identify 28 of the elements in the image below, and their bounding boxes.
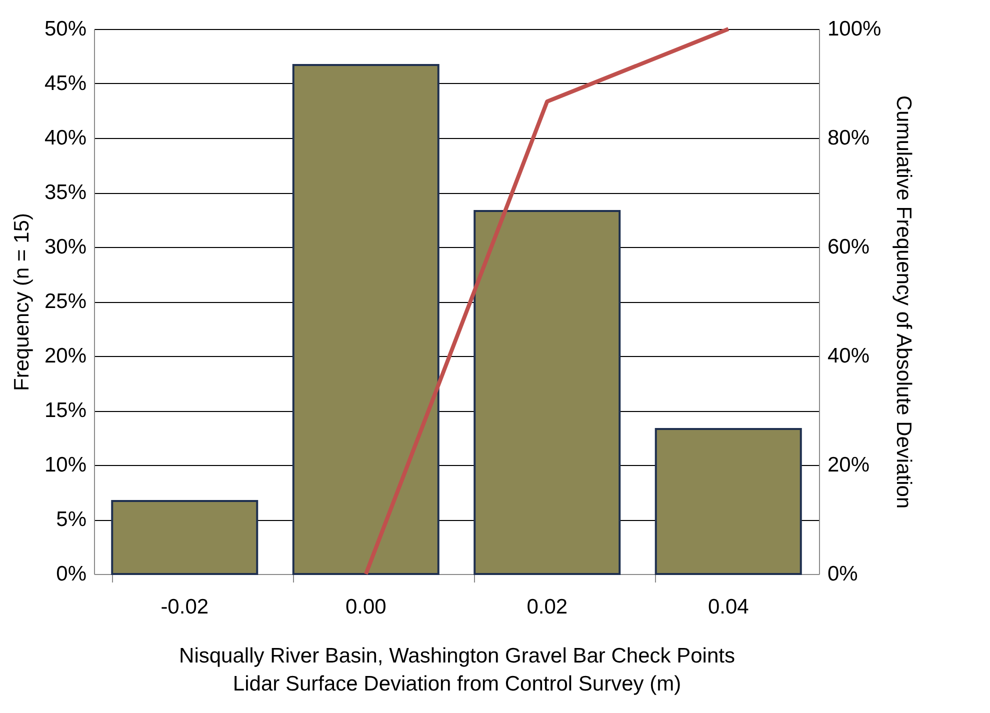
x-axis-title: Nisqually River Basin, Washington Gravel Bar Check Points Lidar Surface Deviation from Control Survey (m) <box>179 644 735 696</box>
y2-tick-label: 40% <box>828 344 870 368</box>
y-tick-label: 0% <box>56 562 86 586</box>
y-axis-title: Frequency (n = 15) <box>10 212 34 392</box>
y-tick-label: 30% <box>44 236 86 258</box>
x-tick-label: 0.00 <box>345 596 386 618</box>
y-tick-label: 10% <box>44 454 86 476</box>
bar <box>292 64 440 575</box>
x-tick-label: 0.02 <box>526 596 568 618</box>
x-tick-label: -0.02 <box>160 596 209 618</box>
bar <box>474 210 621 575</box>
y-tick-label: 5% <box>56 508 86 531</box>
y-tick-label: 20% <box>44 344 86 368</box>
y-tick-label: 25% <box>44 290 86 313</box>
bar <box>654 428 802 575</box>
x-tick-label: 0.04 <box>708 596 750 618</box>
bar <box>111 500 258 575</box>
y2-tick-label: 100% <box>828 18 882 40</box>
y2-tick-label: 0% <box>828 562 858 586</box>
y-tick-label: 15% <box>44 399 86 422</box>
y2-axis-title: Cumulative Frequency of Absolute Deviation <box>892 95 916 509</box>
y2-tick-label: 80% <box>828 126 870 150</box>
y-tick-label: 45% <box>44 72 86 95</box>
y-tick-label: 35% <box>44 181 86 204</box>
y-tick-label: 50% <box>44 18 86 40</box>
y2-tick-label: 60% <box>828 236 870 258</box>
y-tick-label: 40% <box>44 126 86 150</box>
y2-tick-label: 20% <box>828 454 870 476</box>
